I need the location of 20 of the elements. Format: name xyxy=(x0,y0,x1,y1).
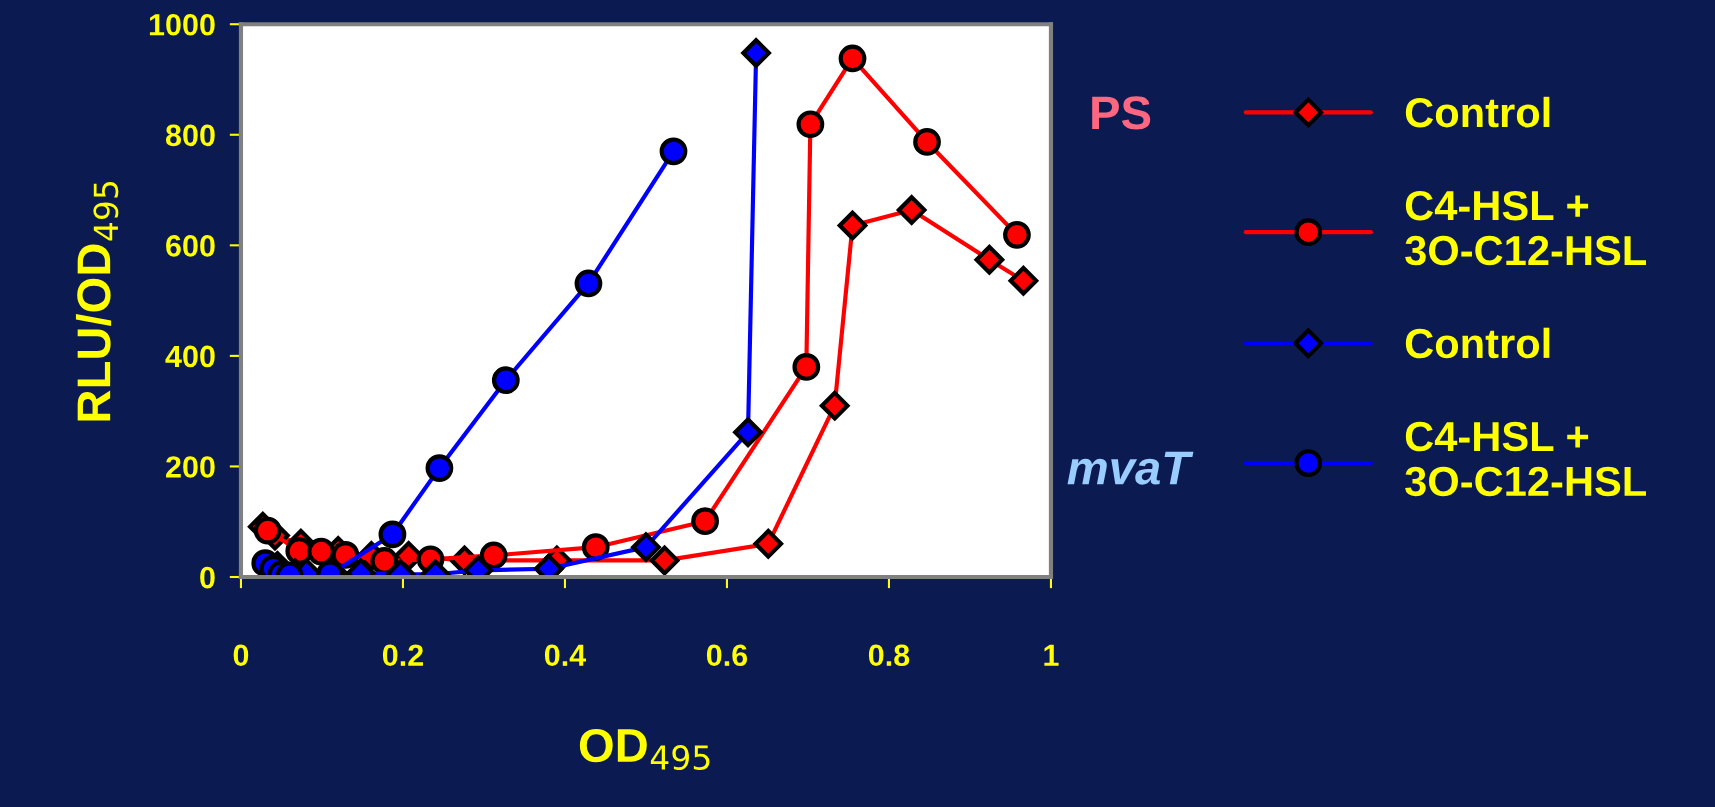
legend-label: Control xyxy=(1405,327,1550,359)
y-tick-label: 600 xyxy=(166,235,215,257)
x-tick-label: 1 xyxy=(1044,644,1059,666)
x-tick-label: 0.6 xyxy=(706,644,748,667)
x-tick-label: 0.8 xyxy=(868,644,910,667)
legend-label: C4-HSL + 3O-C12-HSL xyxy=(1405,421,1646,497)
legend-label: Control xyxy=(1405,96,1550,128)
x-tick-label: 0.4 xyxy=(544,644,587,667)
x-tick-label: 0 xyxy=(233,644,249,667)
text: PS xyxy=(1092,96,1151,130)
y-tick-label: 400 xyxy=(165,345,215,368)
y-tick-label: 800 xyxy=(165,124,215,147)
legend-label: C4-HSL + 3O-C12-HSL xyxy=(1405,190,1646,266)
y-tick-label: 0 xyxy=(200,566,215,589)
text: mvaT xyxy=(1067,451,1194,485)
x-axis-title: OD$_{495}$ xyxy=(579,728,710,771)
y-tick-label: 200 xyxy=(166,456,215,478)
x-tick-label: 0.2 xyxy=(382,644,423,667)
y-tick-label: 1000 xyxy=(149,13,215,36)
y-axis-title: RLU/OD$_{495}$ xyxy=(75,181,119,421)
